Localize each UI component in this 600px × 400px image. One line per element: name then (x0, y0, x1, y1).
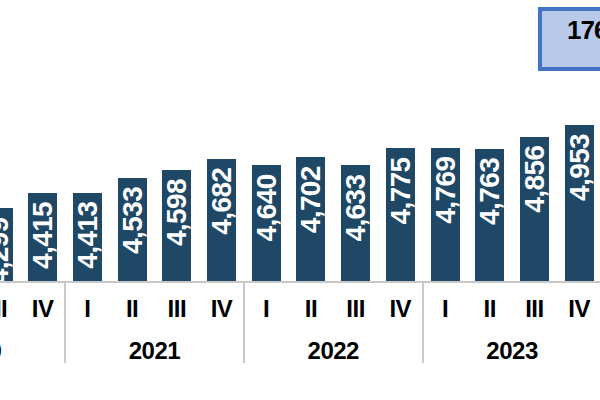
callout-box: 176 (538, 7, 600, 71)
bar-value-label: 4,856 (520, 137, 549, 282)
x-axis-quarter-label: III (0, 297, 7, 321)
bar-value-label: 4,953 (565, 125, 594, 282)
x-axis-quarter-label: IV (211, 297, 233, 321)
bar-value-label: 4,533 (118, 178, 147, 282)
bar-value-label: 4,775 (386, 148, 415, 282)
quarterly-bar-chart: 4,299III4,415IV20204,413I4,533II4,598III… (0, 0, 600, 400)
year-separator-tick (243, 282, 245, 363)
bar-value-label: 4,640 (252, 165, 281, 282)
x-axis-line (0, 281, 600, 283)
x-axis-quarter-label: III (346, 297, 365, 321)
x-axis-quarter-label: II (305, 297, 317, 321)
bar-value-label: 4,763 (475, 149, 504, 282)
x-axis-quarter-label: II (126, 297, 138, 321)
bar-value-label: 4,633 (341, 165, 370, 282)
bar-value-label: 4,415 (28, 193, 57, 282)
x-axis-quarter-label: I (442, 297, 448, 321)
x-axis-quarter-label: III (525, 297, 544, 321)
x-axis-quarter-label: IV (32, 297, 54, 321)
x-axis-year-label: 2020 (0, 339, 1, 363)
x-axis-quarter-label: II (484, 297, 496, 321)
year-separator-tick (64, 282, 66, 363)
bar-value-label: 4,598 (162, 170, 191, 282)
x-axis-quarter-label: I (84, 297, 90, 321)
x-axis-quarter-label: III (168, 297, 187, 321)
bar-value-label: 4,769 (431, 148, 460, 282)
x-axis-quarter-label: I (263, 297, 269, 321)
bar-value-label: 4,413 (73, 193, 102, 282)
bar-value-label: 4,299 (0, 208, 13, 282)
bar-value-label: 4,682 (207, 159, 236, 282)
x-axis-year-label: 2021 (129, 339, 180, 363)
x-axis-quarter-label: IV (568, 297, 590, 321)
x-axis-year-label: 2023 (486, 339, 537, 363)
bar-value-label: 4,702 (296, 157, 325, 282)
callout-value: 176 (567, 17, 600, 43)
x-axis-year-label: 2022 (308, 339, 359, 363)
year-separator-tick (422, 282, 424, 363)
x-axis-quarter-label: IV (389, 297, 411, 321)
